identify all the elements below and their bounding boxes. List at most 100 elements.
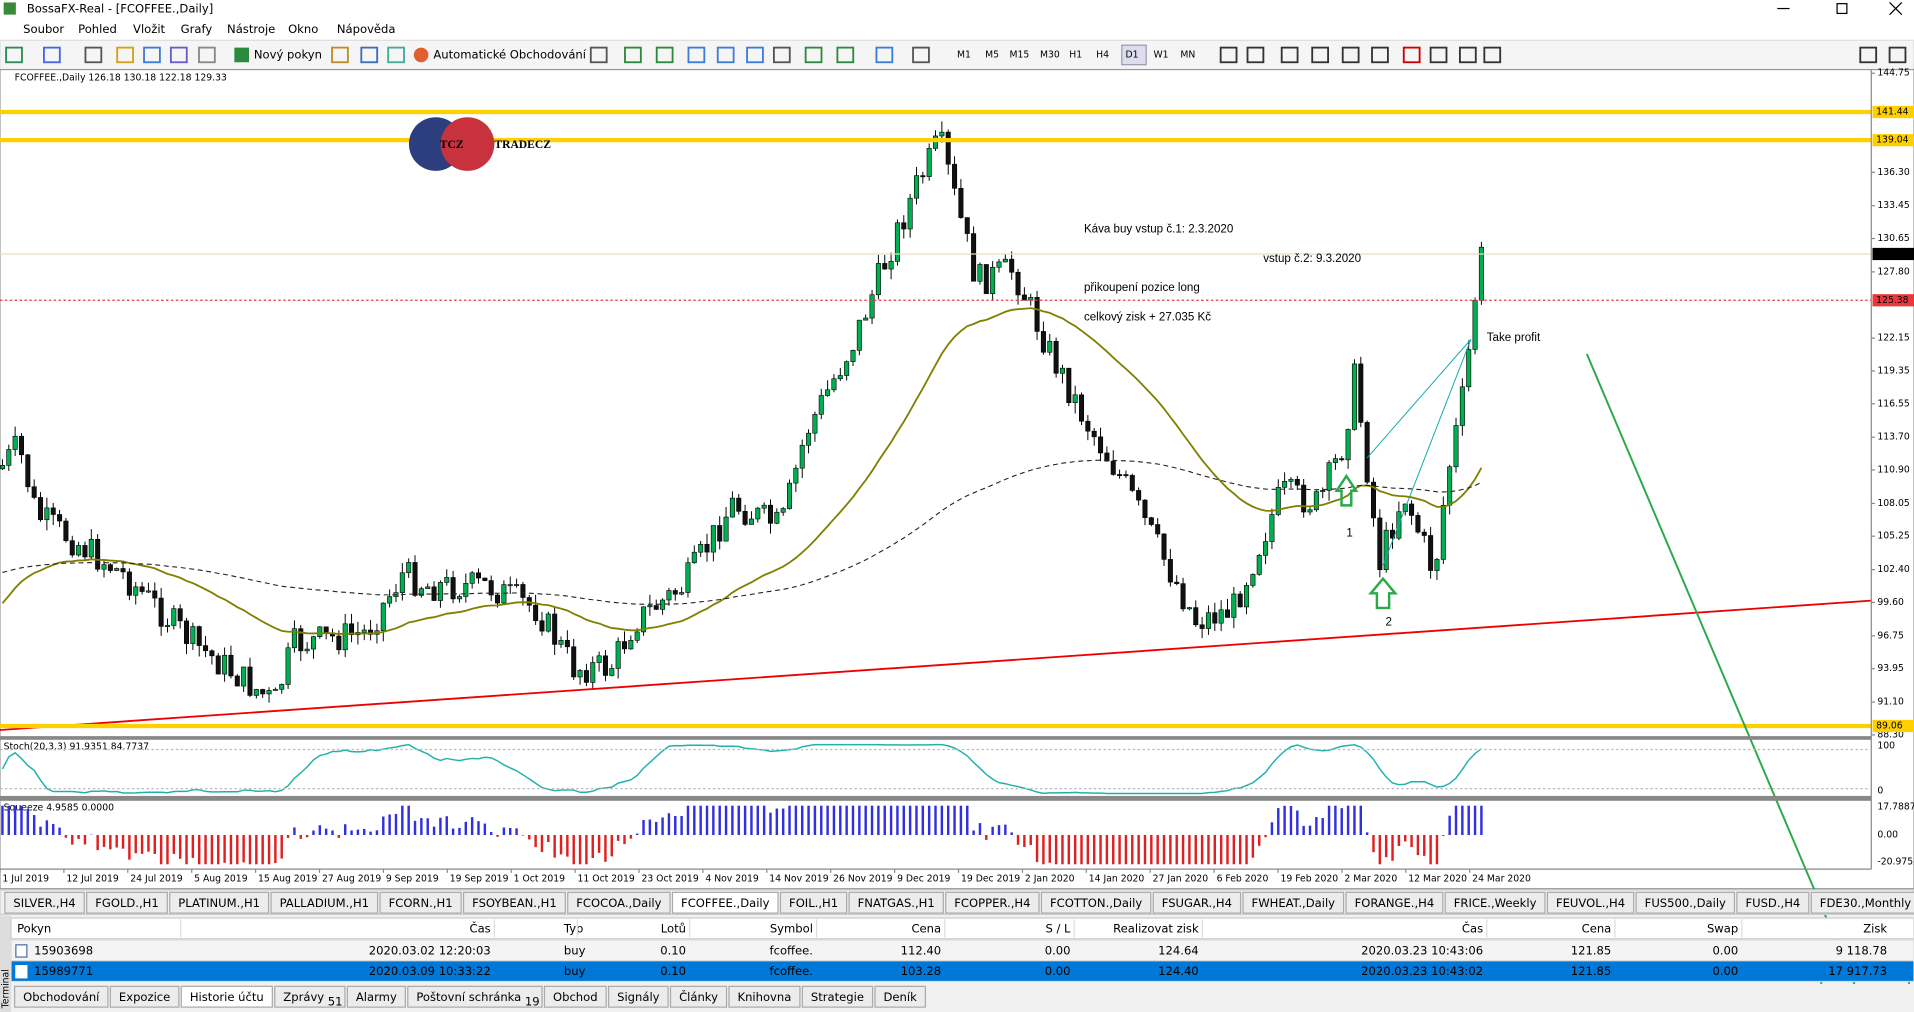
timeframe-button[interactable]: H1 (1069, 49, 1082, 60)
column-header[interactable]: Cena (911, 921, 941, 935)
toolbar-icon[interactable] (589, 46, 608, 64)
toolbar-icon[interactable] (169, 46, 188, 64)
bottom-tab[interactable] (109, 985, 180, 1008)
bottom-tab[interactable] (801, 985, 874, 1008)
symbol-tab[interactable] (1152, 891, 1242, 914)
symbol-tab[interactable] (1444, 891, 1546, 914)
column-header[interactable]: Zisk (1863, 921, 1887, 935)
toolbar-icon[interactable] (1341, 46, 1360, 64)
toolbar-icon[interactable] (1458, 46, 1477, 64)
toolbar-icon[interactable] (387, 46, 405, 64)
symbol-tab-label[interactable]: FSUGAR.,H4 (1162, 896, 1232, 910)
bottom-tab[interactable] (407, 985, 543, 1008)
bottom-tab[interactable] (274, 985, 346, 1008)
toolbar-icon[interactable] (804, 46, 823, 64)
toolbar-icon[interactable] (1888, 46, 1907, 64)
toolbar-icon[interactable] (43, 46, 61, 64)
toolbar-icon[interactable] (1371, 46, 1389, 64)
timeframe-button[interactable]: M30 (1040, 49, 1060, 60)
toolbar-icon[interactable] (143, 46, 161, 64)
bottom-tab[interactable] (728, 985, 801, 1008)
menu-item[interactable]: Soubor (23, 22, 64, 36)
symbol-tab[interactable] (379, 891, 462, 914)
symbol-tab-label[interactable]: FOIL.,H1 (789, 896, 838, 910)
bottom-tab-label[interactable]: Poštovní schránka (416, 990, 521, 1004)
toolbar-icon[interactable] (1402, 46, 1421, 64)
timeframe-button[interactable]: W1 (1154, 49, 1169, 60)
bottom-tab-label[interactable]: Expozice (119, 990, 170, 1004)
toolbar-icon[interactable] (331, 46, 349, 64)
bottom-tab[interactable] (543, 985, 607, 1008)
bottom-tab-label[interactable]: Obchod (553, 990, 598, 1004)
bottom-tab[interactable] (874, 985, 926, 1008)
timeframe-button[interactable]: H4 (1096, 49, 1109, 60)
symbol-tab[interactable] (1242, 891, 1345, 914)
column-header[interactable]: Pokyn (17, 921, 51, 935)
toolbar-icon[interactable] (234, 47, 250, 63)
column-header[interactable]: Realizovat zisk (1113, 921, 1199, 935)
toolbar-icon[interactable] (360, 46, 379, 64)
toolbar-icon[interactable] (84, 46, 103, 64)
timeframe-button[interactable]: M1 (957, 49, 971, 60)
menu-item[interactable]: Grafy (181, 22, 213, 36)
symbol-tab-label[interactable]: FCORN.,H1 (389, 896, 453, 910)
timeframe-button[interactable]: M5 (985, 49, 999, 60)
symbol-tab-label[interactable]: FORANGE.,H4 (1355, 896, 1435, 910)
symbol-tab[interactable] (270, 891, 379, 914)
toolbar-icon[interactable] (875, 46, 894, 64)
symbol-tab[interactable] (86, 891, 168, 914)
timeframe-button[interactable]: D1 (1125, 49, 1138, 60)
toolbar-icon[interactable] (624, 46, 642, 64)
table-row[interactable] (10, 939, 1914, 962)
bottom-tab-label[interactable]: Strategie (811, 990, 864, 1004)
bottom-tab-label[interactable]: Alarmy (356, 990, 397, 1004)
symbol-tab-label[interactable]: FRICE.,Weekly (1454, 896, 1537, 910)
symbol-tab[interactable] (1736, 891, 1810, 914)
toolbar-icon[interactable] (655, 46, 674, 64)
toolbar-icon[interactable] (1429, 46, 1448, 64)
restore[interactable] (1836, 3, 1848, 15)
toolbar-icon[interactable] (836, 46, 855, 64)
symbol-tab[interactable] (671, 891, 779, 914)
menu-item[interactable]: Nástroje (227, 22, 275, 36)
toolbar-icon[interactable] (912, 46, 930, 64)
symbol-tab[interactable] (945, 891, 1040, 914)
toolbar-button[interactable]: Nový pokyn (254, 47, 322, 61)
toolbar-icon[interactable] (716, 46, 735, 64)
menu-item[interactable]: Okno (288, 22, 318, 36)
symbol-tab[interactable] (1546, 891, 1635, 914)
toolbar-icon[interactable] (1311, 46, 1329, 64)
symbol-tab-label[interactable]: FCOFFEE.,Daily (681, 896, 770, 910)
symbol-tab[interactable] (1345, 891, 1444, 914)
symbol-tab[interactable] (1810, 891, 1914, 914)
symbol-tab[interactable] (779, 891, 848, 914)
symbol-tab-label[interactable]: FSOYBEAN.,H1 (472, 896, 557, 910)
bottom-tab-label[interactable]: Historie účtu (190, 990, 264, 1004)
column-header[interactable]: Čas (469, 920, 490, 935)
column-header[interactable]: Typ (563, 921, 583, 935)
toolbar-button[interactable]: Automatické Obchodování (433, 47, 586, 61)
column-header[interactable]: S / L (1045, 921, 1071, 935)
menu-item[interactable]: Nápověda (337, 22, 396, 36)
bottom-tab[interactable] (346, 985, 406, 1008)
symbol-tab-label[interactable]: PLATINUM.,H1 (178, 896, 260, 910)
symbol-tab-label[interactable]: FWHEAT.,Daily (1252, 896, 1336, 910)
symbol-tab[interactable] (1040, 891, 1152, 914)
menu-item[interactable]: Vložit (133, 22, 166, 36)
symbol-tab-label[interactable]: FCOTTON.,Daily (1050, 896, 1142, 910)
toolbar-icon[interactable] (687, 46, 706, 64)
symbol-tab[interactable] (848, 891, 944, 914)
symbol-tab-label[interactable]: SILVER.,H4 (13, 896, 75, 910)
symbol-tab[interactable] (567, 891, 671, 914)
toolbar-icon[interactable] (1859, 46, 1878, 64)
symbol-tab-label[interactable]: FCOCOA.,Daily (576, 896, 661, 910)
column-header[interactable]: Lotů (661, 921, 686, 935)
symbol-tab-label[interactable]: FUSD.,H4 (1745, 896, 1800, 910)
symbol-tab-label[interactable]: FUS500.,Daily (1645, 896, 1726, 910)
bottom-tab-label[interactable]: Zprávy (283, 990, 324, 1004)
bottom-tab-label[interactable]: Obchodování (23, 990, 100, 1004)
table-row[interactable] (10, 960, 1914, 983)
column-header[interactable]: Čas (1462, 920, 1483, 935)
symbol-tab-label[interactable]: FDE30.,Monthly (1820, 896, 1911, 910)
symbol-tab[interactable] (169, 891, 270, 914)
